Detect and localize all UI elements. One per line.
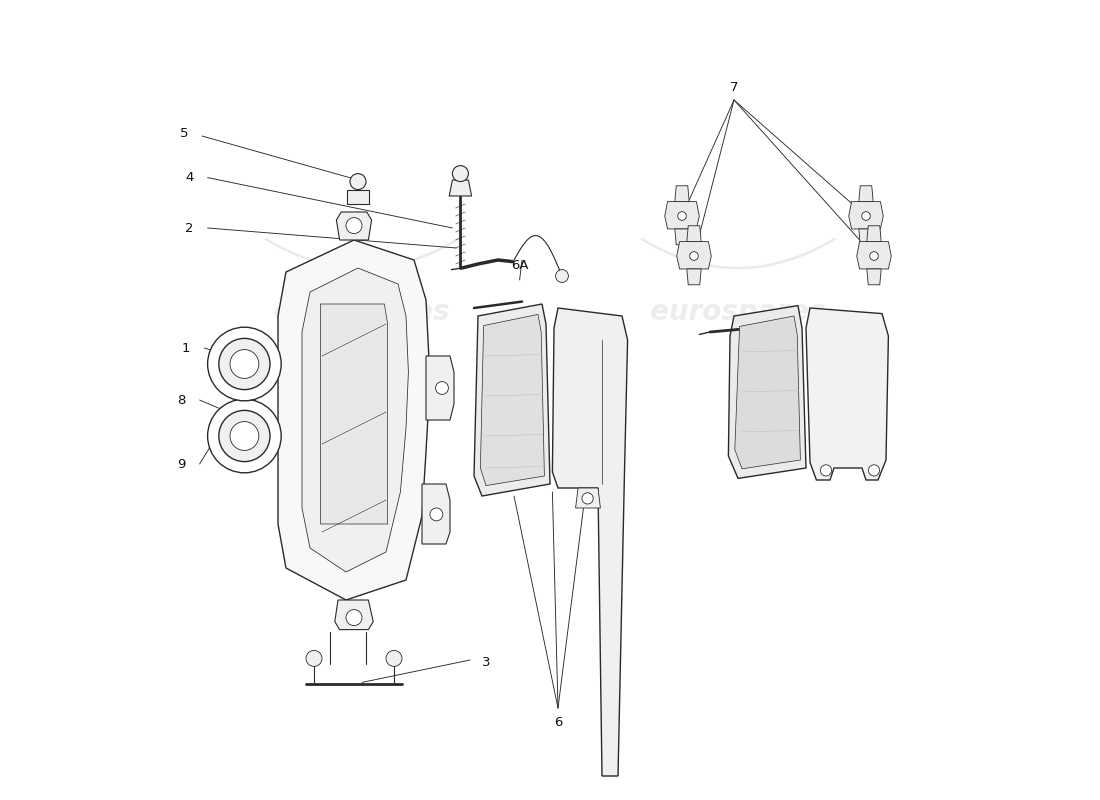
Text: 3: 3 (482, 656, 491, 669)
Circle shape (208, 399, 282, 473)
Text: eurospares: eurospares (274, 298, 450, 326)
Polygon shape (728, 306, 806, 478)
Circle shape (582, 493, 593, 504)
Circle shape (678, 212, 686, 220)
Polygon shape (302, 268, 408, 572)
Text: 4: 4 (186, 171, 194, 184)
Circle shape (346, 610, 362, 626)
Polygon shape (346, 190, 370, 204)
Polygon shape (426, 356, 454, 420)
Circle shape (436, 382, 449, 394)
Polygon shape (674, 229, 690, 245)
Circle shape (556, 270, 569, 282)
Circle shape (306, 650, 322, 666)
Polygon shape (422, 484, 450, 544)
Circle shape (350, 174, 366, 190)
Polygon shape (686, 226, 701, 242)
Polygon shape (334, 600, 373, 630)
Polygon shape (674, 186, 690, 202)
Polygon shape (278, 240, 430, 600)
Circle shape (430, 508, 443, 521)
Circle shape (868, 465, 880, 476)
Polygon shape (474, 304, 550, 496)
Circle shape (219, 410, 270, 462)
Text: 7: 7 (729, 81, 738, 94)
Polygon shape (735, 316, 801, 469)
Circle shape (208, 327, 282, 401)
Polygon shape (337, 212, 372, 240)
Circle shape (219, 338, 270, 390)
Circle shape (821, 465, 832, 476)
Polygon shape (575, 488, 601, 508)
Polygon shape (867, 269, 881, 285)
Text: 8: 8 (177, 394, 186, 406)
Text: eurospares: eurospares (650, 298, 826, 326)
Polygon shape (867, 226, 881, 242)
Polygon shape (552, 308, 628, 776)
Circle shape (861, 212, 870, 220)
Polygon shape (859, 186, 873, 202)
Text: 1: 1 (182, 342, 190, 354)
Circle shape (386, 650, 402, 666)
Text: 9: 9 (177, 458, 186, 470)
Polygon shape (320, 304, 387, 524)
Circle shape (452, 166, 469, 182)
Polygon shape (481, 314, 544, 486)
Circle shape (870, 252, 878, 260)
Circle shape (230, 350, 258, 378)
Text: 6: 6 (553, 716, 562, 729)
Polygon shape (449, 180, 472, 196)
Polygon shape (686, 269, 701, 285)
Text: 6A: 6A (510, 259, 528, 272)
Text: 2: 2 (186, 222, 194, 234)
Text: 5: 5 (180, 127, 188, 140)
Polygon shape (859, 229, 873, 245)
Circle shape (346, 218, 362, 234)
Circle shape (230, 422, 258, 450)
Polygon shape (664, 202, 700, 229)
Polygon shape (676, 242, 712, 269)
Circle shape (690, 252, 698, 260)
Polygon shape (849, 202, 883, 229)
Polygon shape (857, 242, 891, 269)
Polygon shape (806, 308, 889, 480)
